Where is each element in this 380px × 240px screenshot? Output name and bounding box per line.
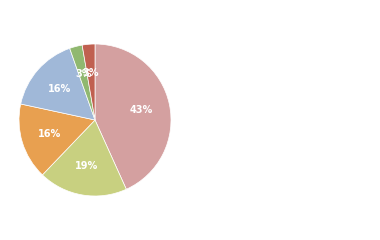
Text: 43%: 43% [130,105,153,115]
Text: 19%: 19% [75,162,99,171]
Wedge shape [95,44,171,189]
Text: 3%: 3% [75,69,91,79]
Wedge shape [43,120,126,196]
Text: 16%: 16% [48,84,71,94]
Wedge shape [19,104,95,175]
Text: 3%: 3% [83,68,99,78]
Wedge shape [21,48,95,120]
Text: 16%: 16% [38,129,62,139]
Wedge shape [82,44,95,120]
Wedge shape [70,45,95,120]
